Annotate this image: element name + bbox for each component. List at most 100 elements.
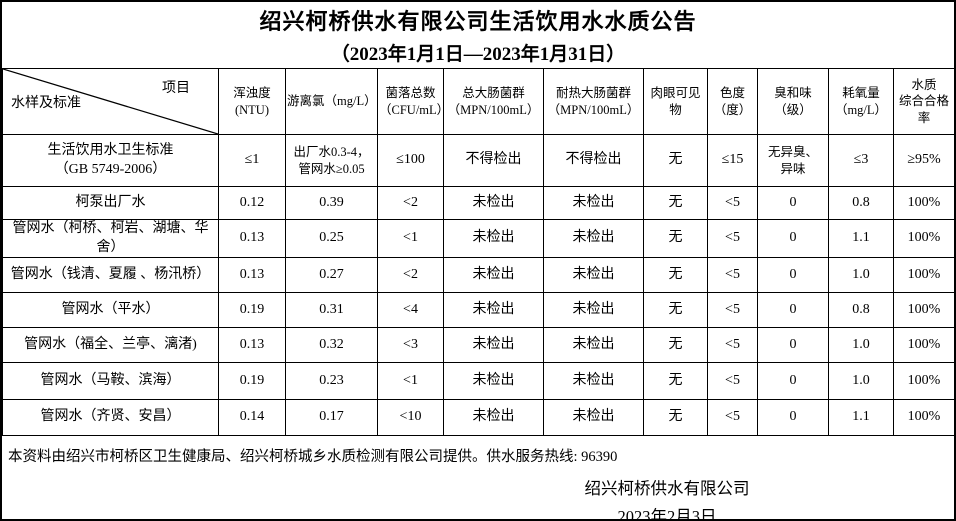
cell-value: 0.13 — [218, 327, 286, 363]
cell-value: 1.1 — [828, 399, 894, 436]
cell-value: 0.13 — [218, 257, 286, 293]
cell-value: 未检出 — [443, 327, 544, 363]
table-row: 管网水（马鞍、滨海） 0.19 0.23 <1 未检出 未检出 无 <5 0 1… — [2, 362, 954, 400]
cell-value: <5 — [707, 292, 758, 328]
corner-label-item: 项目 — [162, 81, 190, 96]
table-row: 管网水（齐贤、安昌） 0.14 0.17 <10 未检出 未检出 无 <5 0 … — [2, 399, 954, 436]
source-note: 本资料由绍兴市柯桥区卫生健康局、绍兴柯桥城乡水质检测有限公司提供。供水服务热线:… — [8, 449, 618, 465]
cell-value: 无 — [643, 292, 708, 328]
cell-value: 0.27 — [285, 257, 378, 293]
table-row: 管网水（柯桥、柯岩、湖塘、华舍） 0.13 0.25 <1 未检出 未检出 无 … — [2, 219, 954, 258]
cell-value: 0 — [757, 257, 829, 293]
cell-value: <5 — [707, 186, 758, 220]
cell-value: 不得检出 — [543, 134, 644, 187]
cell-value: 0 — [757, 362, 829, 400]
row-name: 管网水（福全、兰亭、漓渚) — [2, 327, 219, 363]
cell-value: <2 — [377, 186, 444, 220]
cell-value: <5 — [707, 257, 758, 293]
water-quality-table: 项目 水样及标准 浑浊度 (NTU) 游离氯（mg/L） 菌落总数 （CFU/m… — [2, 68, 954, 436]
col-header-turbidity: 浑浊度 (NTU) — [218, 68, 286, 135]
cell-value: 0.14 — [218, 399, 286, 436]
cell-value: 未检出 — [543, 399, 644, 436]
row-name: 管网水（马鞍、滨海） — [2, 362, 219, 400]
cell-value: ≥95% — [893, 134, 954, 187]
corner-label-sample: 水样及标准 — [11, 96, 81, 111]
cell-value: 100% — [893, 327, 954, 363]
row-name: 管网水（钱清、夏履 、杨汛桥） — [2, 257, 219, 293]
cell-value: 0.23 — [285, 362, 378, 400]
cell-value: 未检出 — [543, 292, 644, 328]
table-row: 管网水（平水） 0.19 0.31 <4 未检出 未检出 无 <5 0 0.8 … — [2, 292, 954, 328]
col-header-total-coliform: 总大肠菌群 （MPN/100mL） — [443, 68, 544, 135]
col-header-colony-count: 菌落总数 （CFU/mL） — [377, 68, 449, 135]
cell-value: 0.13 — [218, 219, 286, 258]
cell-value: 100% — [893, 257, 954, 293]
cell-value: 未检出 — [543, 219, 644, 258]
cell-value: ≤3 — [828, 134, 894, 187]
cell-value: 无 — [643, 134, 708, 187]
cell-value: 0.19 — [218, 292, 286, 328]
corner-header-cell: 项目 水样及标准 — [2, 68, 219, 135]
cell-value: 0 — [757, 292, 829, 328]
cell-value: 不得检出 — [443, 134, 544, 187]
report-period: （2023年1月1日—2023年1月31日） — [330, 44, 626, 65]
cell-value: <1 — [377, 219, 444, 258]
cell-value: <10 — [377, 399, 444, 436]
cell-value: 0.17 — [285, 399, 378, 436]
cell-value: 0 — [757, 327, 829, 363]
cell-value: 无 — [643, 257, 708, 293]
cell-value: ≤100 — [377, 134, 444, 187]
cell-value: 未检出 — [443, 186, 544, 220]
cell-value: 未检出 — [443, 399, 544, 436]
cell-value: 100% — [893, 362, 954, 400]
cell-value: 1.0 — [828, 362, 894, 400]
cell-value: 未检出 — [543, 257, 644, 293]
cell-value: 0.32 — [285, 327, 378, 363]
company-signature: 绍兴柯桥供水有限公司 — [584, 479, 750, 498]
cell-value: 0.25 — [285, 219, 378, 258]
cell-value: 无 — [643, 399, 708, 436]
page-title: 绍兴柯桥供水有限公司生活饮用水水质公告 — [259, 9, 697, 34]
cell-value: 1.0 — [828, 257, 894, 293]
cell-value: 出厂水0.3-4， 管网水≥0.05 — [285, 134, 378, 187]
col-header-chromaticity: 色度 （度） — [707, 68, 758, 135]
cell-value: 无异臭、 异味 — [757, 134, 829, 187]
cell-value: <2 — [377, 257, 444, 293]
cell-value: ≤1 — [218, 134, 286, 187]
cell-value: 未检出 — [443, 362, 544, 400]
cell-value: 无 — [643, 219, 708, 258]
col-header-visible-matter: 肉眼可见物 — [643, 68, 708, 135]
col-header-heat-resistant-coliform: 耐热大肠菌群 （MPN/100mL） — [543, 68, 644, 135]
row-name: 管网水（平水） — [2, 292, 219, 328]
cell-value: 未检出 — [443, 219, 544, 258]
cell-value: 无 — [643, 186, 708, 220]
cell-value: 0.8 — [828, 186, 894, 220]
cell-value: 100% — [893, 186, 954, 220]
col-header-overall-pass-rate: 水质 综合合格率 — [893, 68, 954, 135]
cell-value: <3 — [377, 327, 444, 363]
cell-value: 未检出 — [543, 186, 644, 220]
cell-value: 0 — [757, 399, 829, 436]
cell-value: ≤15 — [707, 134, 758, 187]
cell-value: <5 — [707, 327, 758, 363]
cell-value: 1.1 — [828, 219, 894, 258]
table-row: 柯泵出厂水 0.12 0.39 <2 未检出 未检出 无 <5 0 0.8 10… — [2, 186, 954, 220]
col-header-oxygen-consumption: 耗氧量 （mg/L） — [828, 68, 894, 135]
col-header-odor-taste: 臭和味 （级） — [757, 68, 829, 135]
col-header-free-chlorine: 游离氯（mg/L） — [285, 68, 378, 135]
cell-value: 100% — [893, 399, 954, 436]
cell-value: 0 — [757, 219, 829, 258]
cell-value: 未检出 — [543, 327, 644, 363]
row-name: 管网水（柯桥、柯岩、湖塘、华舍） — [2, 219, 219, 258]
cell-value: 未检出 — [443, 292, 544, 328]
cell-value: 无 — [643, 327, 708, 363]
signature-block: 绍兴柯桥供水有限公司 2023年2月3日 — [382, 475, 952, 521]
table-row: 管网水（福全、兰亭、漓渚) 0.13 0.32 <3 未检出 未检出 无 <5 … — [2, 327, 954, 363]
cell-value: 未检出 — [443, 257, 544, 293]
publish-date: 2023年2月3日 — [617, 507, 717, 521]
cell-value: 0.31 — [285, 292, 378, 328]
cell-value: 无 — [643, 362, 708, 400]
row-name: 生活饮用水卫生标准 （GB 5749-2006） — [2, 134, 219, 187]
cell-value: <5 — [707, 362, 758, 400]
cell-value: 0.12 — [218, 186, 286, 220]
